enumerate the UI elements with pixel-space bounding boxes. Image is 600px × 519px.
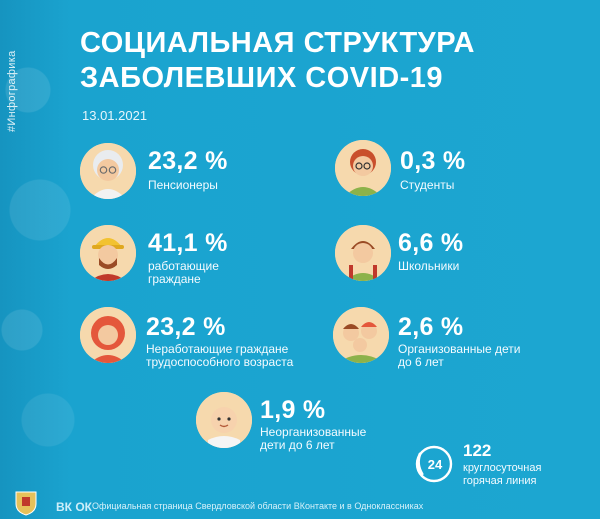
unemployed-label-line-2: трудоспособного возраста [146, 355, 294, 369]
students-label: Студенты [400, 178, 455, 192]
infographic-tag: #Инфографика [6, 50, 18, 132]
woman-icon [80, 307, 136, 363]
workers-percent: 41,1 % [148, 229, 228, 257]
schoolkids-label: Школьники [398, 259, 460, 273]
organized-kids-label-line-2: до 6 лет [398, 355, 444, 369]
page-title: СОЦИАЛЬНАЯ СТРУКТУРА ЗАБОЛЕВШИХ COVID-19 [80, 26, 520, 96]
unorganized-kids-label-line-1: Неорганизованные [260, 425, 367, 439]
unemployed-label-line-1: Неработающие граждане [146, 342, 289, 356]
organized-kids-label-line-1: Организованные дети [398, 342, 521, 356]
footer-text: Официальная страница Свердловской област… [92, 501, 424, 511]
title-line-2: ЗАБОЛЕВШИХ COVID-19 [80, 62, 444, 94]
organized-kids-percent: 2,6 % [398, 313, 464, 341]
elderly-woman-icon [80, 143, 136, 199]
schoolboy-icon [335, 225, 391, 281]
phone-24-icon: 24 [414, 444, 454, 484]
unemployed-percent: 23,2 % [146, 313, 226, 341]
baby-icon [196, 392, 252, 448]
workers-label-line-1: работающие [148, 259, 219, 273]
kids-group-icon [333, 307, 389, 363]
hotline-label: круглосуточная горячая линия [463, 462, 541, 488]
hotline-number: 122 [463, 441, 492, 460]
pensioners-label: Пенсионеры [148, 178, 218, 192]
date-label: 13.01.2021 [82, 108, 148, 123]
social-network-icons[interactable]: ВК ОК [56, 500, 92, 514]
student-icon [335, 140, 391, 196]
students-percent: 0,3 % [400, 147, 466, 175]
hotline-label-line-1: круглосуточная [463, 462, 542, 474]
unorganized-kids-percent: 1,9 % [260, 396, 326, 424]
workers-label-line-2: граждане [148, 272, 201, 286]
title-line-1: СОЦИАЛЬНАЯ СТРУКТУРА [80, 27, 475, 59]
schoolkids-percent: 6,6 % [398, 229, 464, 257]
worker-icon [80, 225, 136, 281]
pensioners-percent: 23,2 % [148, 147, 228, 175]
unorganized-kids-label-line-2: дети до 6 лет [260, 438, 335, 452]
hotline-label-line-2: горячая линия [463, 475, 537, 487]
coat-of-arms-icon [12, 488, 40, 516]
hotline-badge: 24 [428, 457, 443, 472]
